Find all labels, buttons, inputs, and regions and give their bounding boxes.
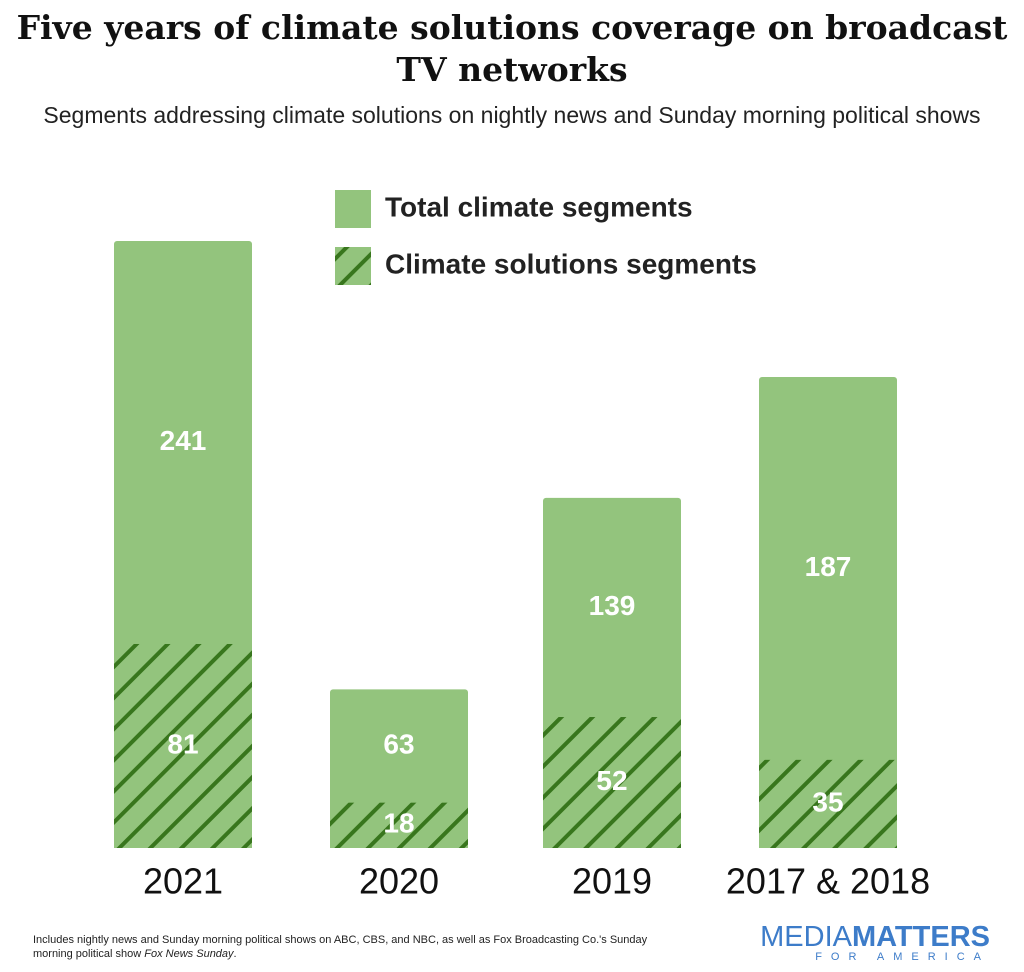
legend-label: Climate solutions segments — [385, 248, 757, 279]
bar-total — [759, 377, 897, 848]
logo-tagline: FOR AMERICA — [815, 951, 990, 963]
chart-title: Five years of climate solutions coverage… — [17, 8, 1009, 47]
value-label: 35 — [812, 786, 843, 817]
legend-label: Total climate segments — [385, 191, 693, 222]
logo: MEDIAMATTERS — [760, 921, 990, 953]
logo-matters: MATTERS — [852, 921, 990, 953]
value-label: 18 — [383, 808, 414, 839]
value-label: 63 — [383, 728, 414, 759]
footnote: morning political show Fox News Sunday. — [33, 948, 237, 960]
footnote-text: morning political show — [33, 948, 141, 960]
logo-media: MEDIA — [760, 921, 853, 953]
x-tick-label: 2019 — [572, 861, 652, 902]
footnote-show: Fox News Sunday — [144, 948, 235, 960]
bar-solutions — [543, 717, 681, 848]
x-tick-label: 2020 — [359, 861, 439, 902]
footnote-text: . — [234, 948, 237, 960]
value-label: 139 — [589, 590, 636, 621]
x-tick-label: 2017 & 2018 — [726, 861, 930, 902]
x-tick-label: 2021 — [143, 861, 223, 902]
chart-subtitle: Segments addressing climate solutions on… — [43, 102, 980, 128]
bar-solutions — [330, 802, 468, 848]
value-label: 81 — [167, 728, 198, 759]
footnote: Includes nightly news and Sunday morning… — [33, 934, 648, 946]
bar-solutions — [759, 759, 897, 848]
value-label: 52 — [596, 765, 627, 796]
bar-solutions — [114, 643, 252, 848]
value-label: 187 — [805, 551, 852, 582]
legend-swatch — [335, 247, 371, 285]
value-label: 241 — [160, 425, 207, 456]
legend-swatch — [335, 190, 371, 228]
chart-title: TV networks — [396, 50, 627, 89]
